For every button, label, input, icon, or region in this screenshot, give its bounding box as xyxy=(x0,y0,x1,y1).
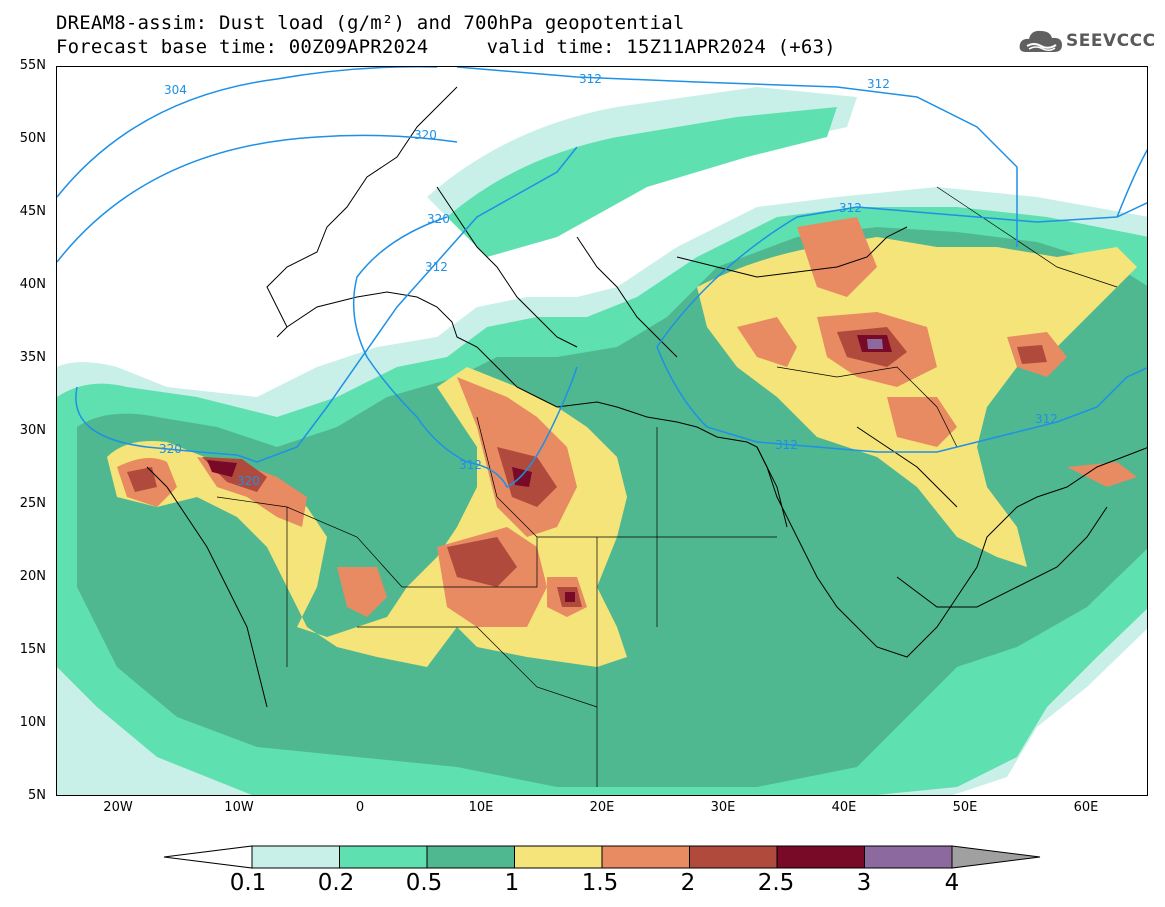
colorbar-label: 0.5 xyxy=(405,870,443,896)
colorbar xyxy=(160,840,1050,900)
colorbar-label: 3 xyxy=(856,870,872,896)
colorbar-label: 4 xyxy=(944,870,960,896)
dust-field: 304 312 312 320 320 312 320 320 312 312 … xyxy=(57,67,1147,795)
colorbar-label: 1.5 xyxy=(581,870,619,896)
colorbar-swatch xyxy=(601,845,690,869)
colorbar-swatch xyxy=(864,845,953,869)
contour-label: 320 xyxy=(414,128,437,142)
map-panel: 304 312 312 320 320 312 320 320 312 312 … xyxy=(56,66,1148,796)
colorbar-swatch xyxy=(251,845,340,869)
lon-label: 20E xyxy=(589,800,615,815)
colorbar-swatch xyxy=(339,845,428,869)
contour-label: 320 xyxy=(427,212,450,226)
lon-label: 30E xyxy=(710,800,736,815)
geopotential-contours xyxy=(57,67,1147,489)
coastlines xyxy=(146,86,1147,708)
lon-label: 10E xyxy=(468,800,494,815)
colorbar-label: 1 xyxy=(504,870,520,896)
colorbar-label: 0.1 xyxy=(229,870,267,896)
lon-label: 60E xyxy=(1073,800,1099,815)
colorbar-swatch xyxy=(776,845,865,869)
contour-label: 312 xyxy=(775,438,798,452)
seevccc-logo: SEEVCCC xyxy=(1018,26,1158,58)
contour-labels: 304 312 312 320 320 312 320 320 312 312 … xyxy=(159,72,1058,488)
lat-label: 55N xyxy=(19,58,46,73)
lat-label: 50N xyxy=(19,131,46,146)
contour-label: 304 xyxy=(164,83,187,97)
lon-label: 10W xyxy=(224,800,254,815)
colorbar-swatch xyxy=(426,845,515,869)
colorbar-swatch xyxy=(514,845,603,869)
contour-label: 312 xyxy=(425,260,448,274)
lat-label: 45N xyxy=(19,204,46,219)
colorbar-swatches xyxy=(163,845,1041,869)
colorbar-low-arrow xyxy=(163,845,253,869)
lat-label: 35N xyxy=(19,350,46,365)
contour-label: 312 xyxy=(579,72,602,86)
map-title: DREAM8-assim: Dust load (g/m²) and 700hP… xyxy=(56,12,685,34)
lat-label: 10N xyxy=(19,715,46,730)
lon-label: 20W xyxy=(103,800,133,815)
lon-label: 40E xyxy=(831,800,857,815)
contour-label: 320 xyxy=(159,442,182,456)
colorbar-swatch xyxy=(689,845,778,869)
lat-label: 5N xyxy=(28,788,46,803)
logo-text: SEEVCCC xyxy=(1066,31,1156,51)
country-borders xyxy=(216,186,1118,787)
lat-label: 30N xyxy=(19,423,46,438)
lat-label: 15N xyxy=(19,642,46,657)
contour-label: 320 xyxy=(237,474,260,488)
colorbar-label: 2.5 xyxy=(757,870,795,896)
colorbar-high-arrow xyxy=(951,845,1041,869)
dust-band-3 xyxy=(867,339,883,349)
contour-label: 312 xyxy=(1035,412,1058,426)
lon-label: 50E xyxy=(952,800,978,815)
lon-label: 0 xyxy=(355,800,365,815)
map-subtitle: Forecast base time: 00Z09APR2024 valid t… xyxy=(56,36,836,58)
cloud-icon xyxy=(1019,30,1062,52)
lat-label: 40N xyxy=(19,277,46,292)
colorbar-label: 2 xyxy=(680,870,696,896)
lat-label: 20N xyxy=(19,569,46,584)
colorbar-label: 0.2 xyxy=(317,870,355,896)
contour-label: 312 xyxy=(867,77,890,91)
contour-label: 312 xyxy=(459,458,482,472)
lat-label: 25N xyxy=(19,496,46,511)
contour-label: 312 xyxy=(839,201,862,215)
